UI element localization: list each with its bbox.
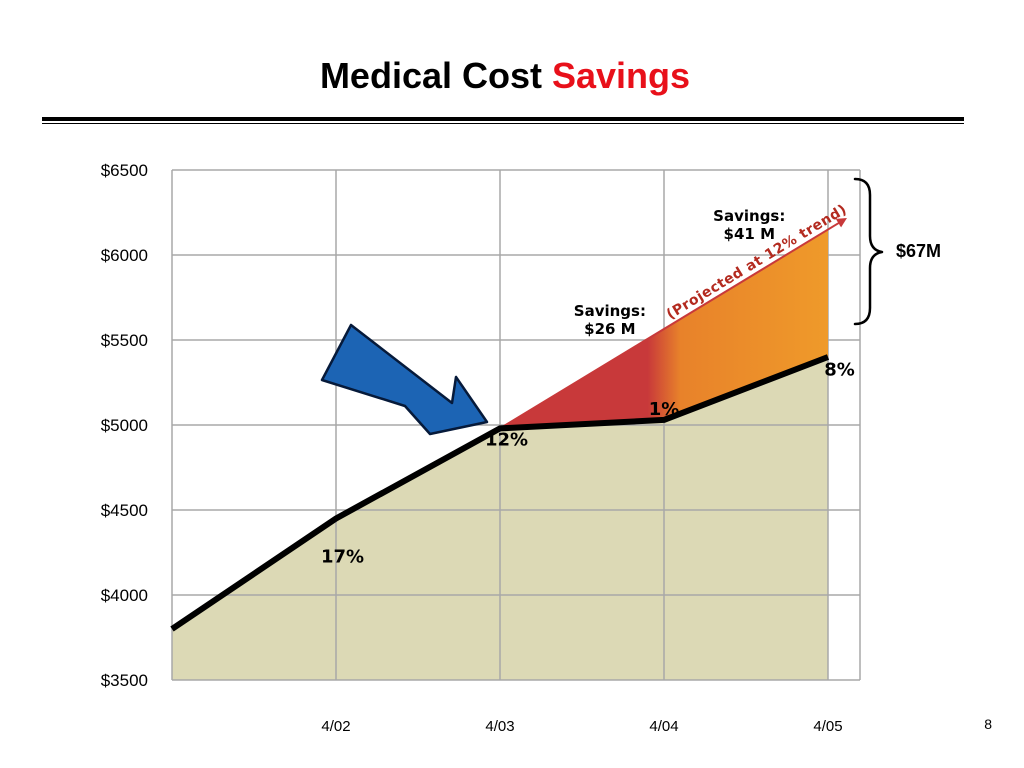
- y-tick-label: $6500: [101, 161, 148, 180]
- total-savings-label: $67M: [896, 241, 941, 261]
- growth-label: 12%: [485, 429, 528, 450]
- y-tick-label: $6000: [101, 246, 148, 265]
- slide-title: Medical Cost Savings: [0, 55, 1010, 97]
- x-tick-label: 4/03: [485, 718, 514, 735]
- savings-area: [500, 229, 828, 429]
- x-tick-label: 4/02: [321, 718, 350, 735]
- line-layer: [170, 354, 830, 632]
- curly-brace-icon: [853, 177, 884, 326]
- x-tick-label: 4/05: [813, 718, 842, 735]
- savings-label-0: Savings:: [574, 302, 646, 320]
- y-tick-label: $3500: [101, 671, 148, 690]
- title-main: Medical Cost: [319, 55, 542, 96]
- y-tick-label: $5500: [101, 331, 148, 350]
- title-accent: Savings: [552, 55, 691, 96]
- y-tick-label: $5000: [101, 416, 148, 435]
- cost-line: [170, 354, 830, 632]
- growth-label: 17%: [321, 547, 364, 568]
- y-tick-label: $4000: [101, 586, 148, 605]
- projection-trend-line: [499, 217, 847, 430]
- savings-value-1: $41 M: [724, 225, 775, 243]
- x-tick-label: 4/04: [649, 718, 678, 735]
- savings-value-0: $26 M: [584, 320, 635, 338]
- y-tick-label: $4500: [101, 501, 148, 520]
- growth-label: 8%: [824, 360, 855, 381]
- savings-label-1: Savings:: [713, 207, 785, 225]
- title-rule-thin: [42, 123, 964, 124]
- page-number: 8: [984, 716, 992, 732]
- y-axis-tick-labels: $3500 $4000 $4500 $5000 $5500 $6000 $6500: [101, 161, 148, 690]
- pointer-arrow-icon: [320, 323, 489, 436]
- growth-label: 1%: [649, 399, 680, 420]
- title-rule-thick: [42, 117, 964, 121]
- x-axis-tick-labels: 4/02 4/03 4/04 4/05: [321, 718, 842, 735]
